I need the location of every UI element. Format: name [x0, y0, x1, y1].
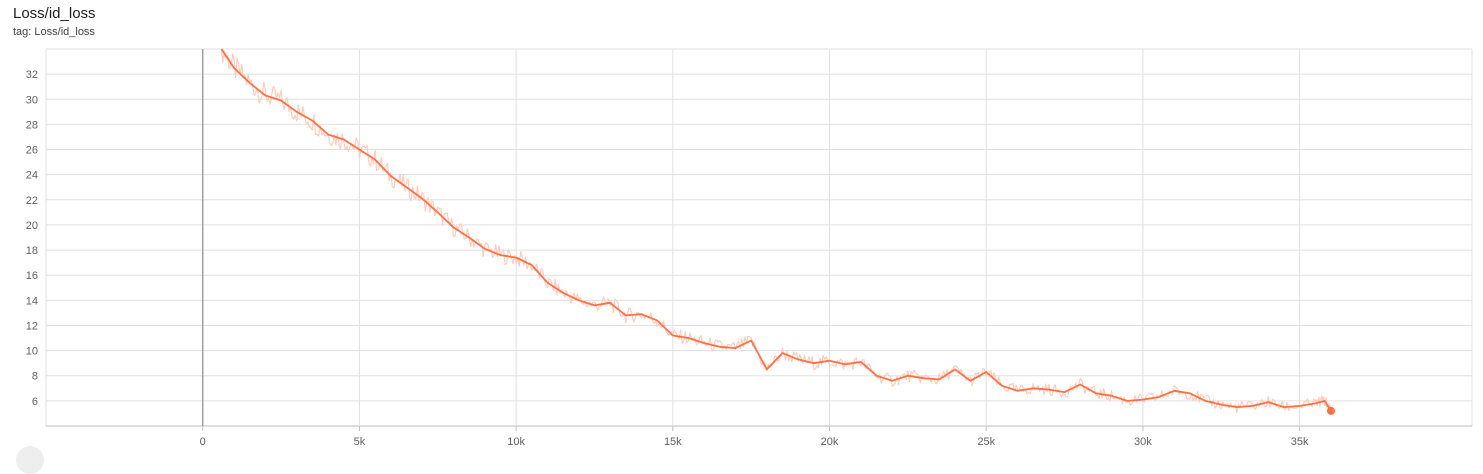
line-chart[interactable]: 6 8 10 12 14 16 18 20 22 24 26 28 30 32 0 5k 10k 15k 20k 2…: [0, 0, 1483, 456]
y-tick-label: 30: [26, 94, 38, 106]
raw-series-line: [220, 48, 1332, 414]
y-tick-label: 28: [26, 119, 38, 131]
series-end-point: [1326, 406, 1335, 415]
chart-tag: tag: Loss/id_loss: [13, 26, 95, 38]
y-tick-label: 26: [26, 145, 38, 157]
chart-title: Loss/id_loss: [13, 5, 96, 22]
y-tick-label: 22: [26, 195, 38, 207]
y-tick-label: 24: [26, 170, 38, 182]
x-tick-label: 5k: [354, 436, 366, 448]
y-tick-label: 8: [32, 371, 38, 383]
x-tick-label: 15k: [664, 436, 682, 448]
x-tick-label: 30k: [1134, 436, 1152, 448]
y-axis: 6 8 10 12 14 16 18 20 22 24 26 28 30 32: [26, 69, 38, 408]
y-tick-label: 20: [26, 220, 38, 232]
series-group: [220, 48, 1335, 415]
grid: [45, 48, 1473, 427]
y-tick-label: 10: [26, 346, 38, 358]
y-tick-label: 12: [26, 320, 38, 332]
x-tick-label: 35k: [1291, 436, 1309, 448]
y-tick-label: 18: [26, 245, 38, 257]
y-tick-label: 6: [32, 396, 38, 408]
x-tick-label: 10k: [507, 436, 525, 448]
x-tick-label: 25k: [977, 436, 995, 448]
y-tick-label: 32: [26, 69, 38, 81]
x-axis: 0 5k 10k 15k 20k 25k 30k 35k: [200, 426, 1309, 448]
fit-domain-button[interactable]: [16, 446, 44, 474]
y-tick-label: 16: [26, 270, 38, 282]
smoothed-series-line: [220, 48, 1332, 412]
x-tick-label: 20k: [821, 436, 839, 448]
y-tick-label: 14: [26, 295, 38, 307]
x-tick-label: 0: [200, 436, 206, 448]
